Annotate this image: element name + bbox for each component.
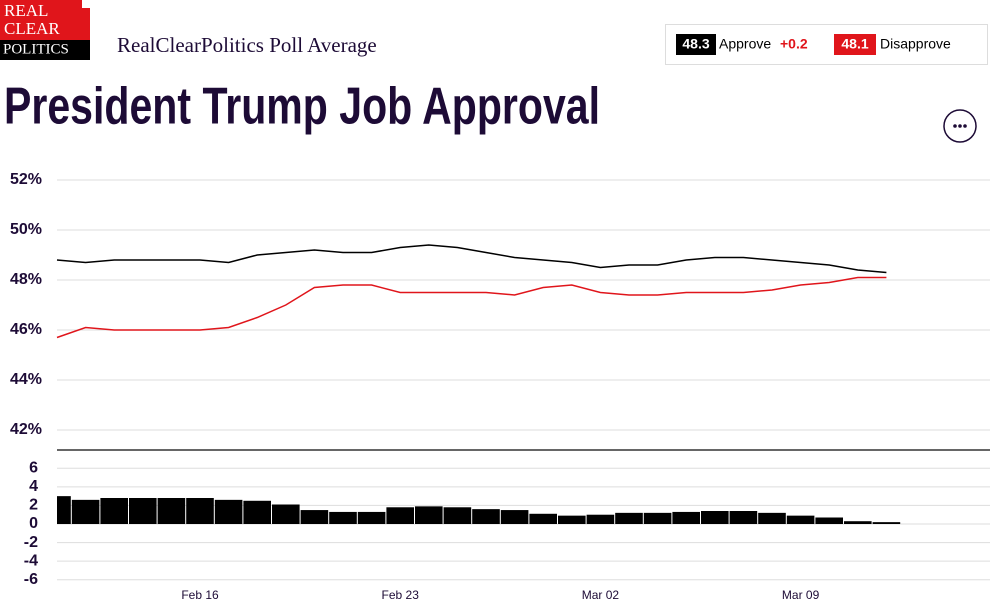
y-tick-label: -4: [24, 552, 38, 569]
bar: [71, 499, 100, 524]
bar: [615, 512, 643, 524]
bar: [844, 521, 872, 524]
x-tick-label: Feb 16: [181, 588, 219, 602]
bar: [300, 510, 329, 524]
y-tick-label: 48%: [10, 271, 42, 288]
line: [56, 244, 887, 274]
y-tick-label: 46%: [10, 321, 42, 338]
bar: [272, 504, 300, 524]
logo-text: CLEAR: [4, 19, 60, 38]
bar: [500, 510, 529, 524]
y-tick-label: -2: [24, 534, 38, 551]
bar: [701, 511, 729, 524]
legend-label: Disapprove: [880, 36, 951, 52]
legend-badge: [676, 34, 716, 55]
legend-label: Approve: [719, 36, 771, 52]
legend-badge: [834, 34, 876, 55]
bar: [472, 509, 500, 524]
more-button[interactable]: [943, 109, 977, 143]
bar: [386, 507, 414, 524]
bar: [186, 498, 214, 524]
bar: [243, 500, 271, 524]
y-tick-label: -6: [24, 571, 38, 588]
bar: [786, 515, 815, 524]
bar: [815, 517, 843, 524]
bar: [872, 522, 901, 524]
y-tick-label: 4: [29, 478, 38, 495]
bar: [214, 499, 243, 524]
y-tick-label: 0: [29, 515, 38, 532]
logo-band: [0, 40, 90, 60]
bar: [57, 496, 71, 524]
x-tick-label: Mar 09: [782, 588, 820, 602]
bar: [443, 507, 472, 524]
legend-change: +0.2: [780, 36, 808, 52]
bar: [100, 498, 128, 524]
legend-value: 48.1: [841, 36, 868, 52]
y-tick-label: 6: [29, 460, 38, 477]
x-tick-label: Mar 02: [582, 588, 620, 602]
bar: [758, 512, 786, 524]
bar: [729, 511, 758, 524]
legend-box: [665, 24, 988, 65]
bar: [586, 514, 615, 524]
logo-text: REAL: [4, 1, 48, 20]
chart-title: President Trump Job Approval: [4, 78, 600, 136]
y-tick-label: 50%: [10, 221, 42, 238]
site-label: RealClearPolitics Poll Average: [117, 33, 377, 57]
bar: [357, 511, 386, 524]
bar: [529, 513, 557, 524]
bar: [157, 498, 186, 524]
line: [56, 276, 887, 339]
x-tick-label: Feb 23: [382, 588, 420, 602]
y-tick-label: 42%: [10, 421, 42, 438]
logo-corner: [82, 0, 90, 8]
bar: [129, 498, 157, 524]
y-tick-label: 2: [29, 497, 38, 514]
bar: [558, 515, 586, 524]
y-tick-label: 52%: [10, 171, 42, 188]
bar: [329, 511, 357, 524]
legend-value: 48.3: [682, 36, 709, 52]
bar: [415, 506, 443, 524]
y-tick-label: 44%: [10, 371, 42, 388]
logo-text: POLITICS: [3, 41, 69, 57]
bar: [643, 512, 672, 524]
spread-bars: [57, 496, 901, 524]
bar: [672, 511, 700, 524]
